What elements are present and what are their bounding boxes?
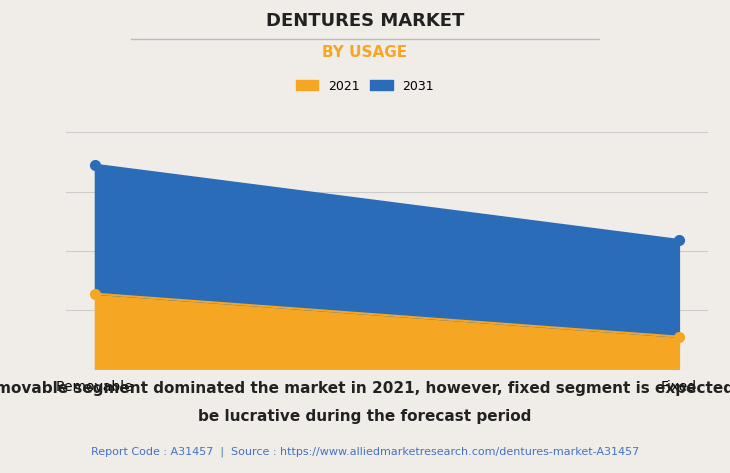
Text: Report Code : A31457  |  Source : https://www.alliedmarketresearch.com/dentures-: Report Code : A31457 | Source : https://…	[91, 447, 639, 457]
Text: be lucrative during the forecast period: be lucrative during the forecast period	[199, 409, 531, 424]
Text: Removable segment dominated the market in 2021, however, fixed segment is expect: Removable segment dominated the market i…	[0, 381, 730, 396]
Legend: 2021, 2031: 2021, 2031	[296, 79, 434, 93]
Text: BY USAGE: BY USAGE	[323, 45, 407, 60]
Text: DENTURES MARKET: DENTURES MARKET	[266, 12, 464, 30]
